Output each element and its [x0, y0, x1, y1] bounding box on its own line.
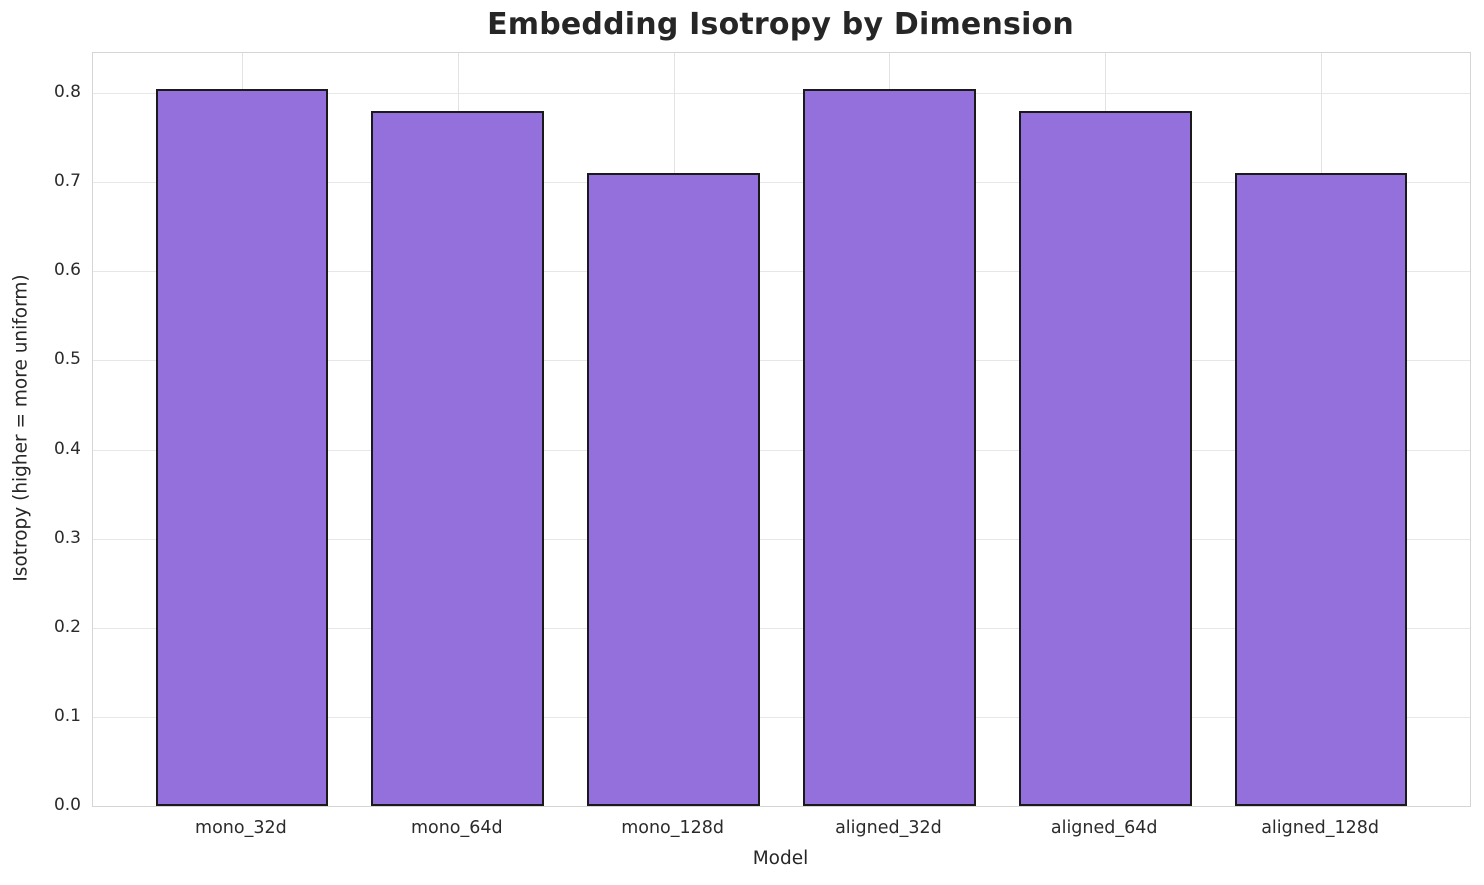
gridline-horizontal [93, 716, 1470, 718]
gridline-horizontal [93, 538, 1470, 540]
y-tick-label: 0.7 [53, 171, 81, 192]
bar-aligned_128d [1234, 173, 1408, 806]
y-tick-label: 0.8 [53, 82, 81, 103]
x-tick-label-aligned_128d: aligned_128d [1261, 818, 1379, 838]
gridline-horizontal [93, 93, 1470, 95]
y-tick-label: 0.0 [53, 795, 81, 815]
x-axis-label: Model [752, 848, 809, 869]
gridline-horizontal [93, 449, 1470, 451]
chart-title: Embedding Isotropy by Dimension [487, 7, 1074, 42]
bar-mono_32d [155, 88, 329, 806]
plot-area [92, 52, 1471, 807]
x-tick-label-aligned_32d: aligned_32d [835, 818, 942, 838]
y-tick-label: 0.5 [53, 349, 81, 370]
gridline-horizontal [93, 360, 1470, 362]
x-tick-label-mono_32d: mono_32d [195, 818, 287, 838]
bar-mono_128d [587, 173, 760, 806]
bar-aligned_32d [803, 88, 976, 806]
gridline-horizontal [93, 182, 1470, 184]
gridline-horizontal [93, 627, 1470, 629]
y-tick-label: 0.2 [53, 616, 81, 637]
bar-mono_64d [371, 110, 545, 806]
bar-aligned_64d [1018, 110, 1192, 806]
x-tick-label-mono_128d: mono_128d [621, 818, 724, 838]
x-tick-label-aligned_64d: aligned_64d [1050, 818, 1158, 838]
y-tick-label: 0.4 [53, 438, 81, 459]
y-tick-label: 0.6 [53, 260, 81, 281]
gridline-horizontal [93, 271, 1470, 273]
x-tick-label-mono_64d: mono_64d [410, 818, 503, 838]
y-tick-label: 0.3 [53, 527, 81, 548]
y-tick-label: 0.1 [53, 705, 81, 726]
